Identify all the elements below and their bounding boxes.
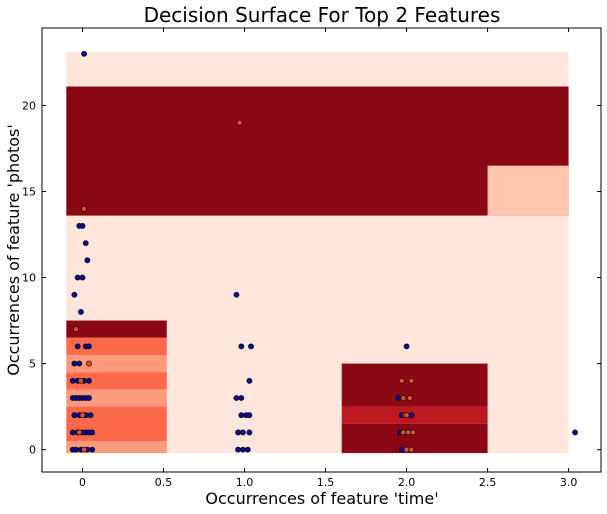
class-1-point bbox=[77, 377, 84, 384]
class-0-point bbox=[244, 446, 251, 453]
class-0-point bbox=[69, 377, 76, 384]
class-1-point bbox=[408, 446, 415, 453]
class-1-point bbox=[81, 446, 88, 453]
class-0-point bbox=[238, 395, 245, 401]
class-0-point bbox=[69, 429, 76, 436]
class-0-point bbox=[233, 395, 240, 401]
class-0-point bbox=[79, 274, 86, 281]
x-tick-label: 1.5 bbox=[317, 476, 335, 489]
class-0-point bbox=[240, 446, 246, 453]
class-0-point bbox=[398, 446, 405, 453]
class-0-point bbox=[89, 429, 96, 436]
class-1-point bbox=[236, 119, 243, 126]
x-tick-label: 2.5 bbox=[479, 476, 497, 489]
y-tick-label: 0 bbox=[29, 444, 36, 457]
x-tick-label: 1.0 bbox=[236, 476, 254, 489]
class-0-point bbox=[82, 240, 89, 247]
data-points bbox=[69, 50, 578, 453]
class-0-point bbox=[74, 343, 81, 350]
decision-region bbox=[66, 389, 167, 407]
class-0-point bbox=[71, 412, 78, 419]
class-1-point bbox=[405, 429, 412, 436]
class-1-point bbox=[403, 446, 410, 453]
class-0-point bbox=[74, 274, 81, 281]
y-tick-label: 5 bbox=[29, 358, 36, 371]
class-0-point bbox=[86, 343, 92, 350]
chart-title: Decision Surface For Top 2 Features bbox=[144, 3, 501, 27]
class-1-point bbox=[79, 412, 86, 419]
decision-region bbox=[66, 337, 167, 355]
class-0-point bbox=[246, 412, 253, 419]
class-0-point bbox=[86, 377, 92, 384]
y-axis-ticks: 0 5 10 15 20 bbox=[22, 99, 601, 457]
plot-area bbox=[42, 28, 601, 472]
decision-region bbox=[487, 165, 569, 216]
class-0-point bbox=[248, 343, 254, 350]
class-0-point bbox=[81, 50, 88, 57]
class-0-point bbox=[238, 412, 245, 419]
class-1-point bbox=[403, 412, 410, 419]
class-0-point bbox=[235, 446, 241, 453]
class-1-point bbox=[410, 429, 416, 436]
x-axis-label: Occurrences of feature 'time' bbox=[205, 489, 438, 508]
class-0-point bbox=[84, 257, 91, 264]
class-1-point bbox=[408, 377, 415, 384]
class-1-point bbox=[400, 429, 407, 436]
class-1-point bbox=[398, 377, 405, 384]
class-1-point bbox=[73, 326, 79, 333]
class-1-point bbox=[81, 205, 88, 212]
class-0-point bbox=[572, 429, 578, 436]
x-tick-label: 0.5 bbox=[155, 476, 173, 489]
x-tick-label: 0 bbox=[79, 476, 86, 489]
decision-region bbox=[341, 363, 488, 407]
decision-region bbox=[66, 354, 167, 373]
class-0-point bbox=[403, 343, 410, 350]
class-0-point bbox=[240, 429, 246, 436]
class-1-point bbox=[400, 395, 407, 401]
class-0-point bbox=[395, 395, 402, 401]
class-1-point bbox=[86, 360, 92, 367]
x-tick-label: 2.0 bbox=[398, 476, 416, 489]
y-axis-label: Occurrences of feature 'photos' bbox=[4, 124, 23, 376]
class-0-point bbox=[73, 446, 79, 453]
decision-region bbox=[66, 320, 167, 338]
decision-region bbox=[341, 406, 488, 424]
class-0-point bbox=[408, 412, 415, 419]
class-0-point bbox=[71, 291, 78, 298]
y-tick-label: 20 bbox=[22, 99, 36, 112]
decision-region bbox=[66, 372, 167, 390]
y-tick-label: 15 bbox=[22, 185, 36, 198]
class-0-point bbox=[246, 429, 253, 436]
class-0-point bbox=[233, 291, 240, 298]
class-0-point bbox=[87, 412, 94, 419]
decision-region bbox=[66, 86, 569, 216]
class-1-point bbox=[406, 395, 413, 401]
class-0-point bbox=[238, 343, 245, 350]
class-0-point bbox=[76, 360, 83, 367]
class-1-point bbox=[76, 429, 83, 436]
class-0-point bbox=[79, 223, 86, 229]
x-axis-ticks: 0 0.5 1.0 1.5 2.0 2.5 3.0 bbox=[79, 28, 577, 489]
decision-regions bbox=[66, 52, 569, 454]
y-tick-label: 10 bbox=[22, 272, 36, 285]
class-0-point bbox=[86, 395, 92, 401]
class-0-point bbox=[246, 377, 253, 384]
class-0-point bbox=[235, 429, 241, 436]
decision-region bbox=[66, 406, 167, 442]
class-0-point bbox=[89, 446, 96, 453]
class-0-point bbox=[77, 309, 84, 315]
decision-region bbox=[341, 423, 488, 454]
class-0-point bbox=[71, 360, 78, 367]
plot-frame bbox=[41, 27, 602, 473]
x-tick-label: 3.0 bbox=[560, 476, 578, 489]
